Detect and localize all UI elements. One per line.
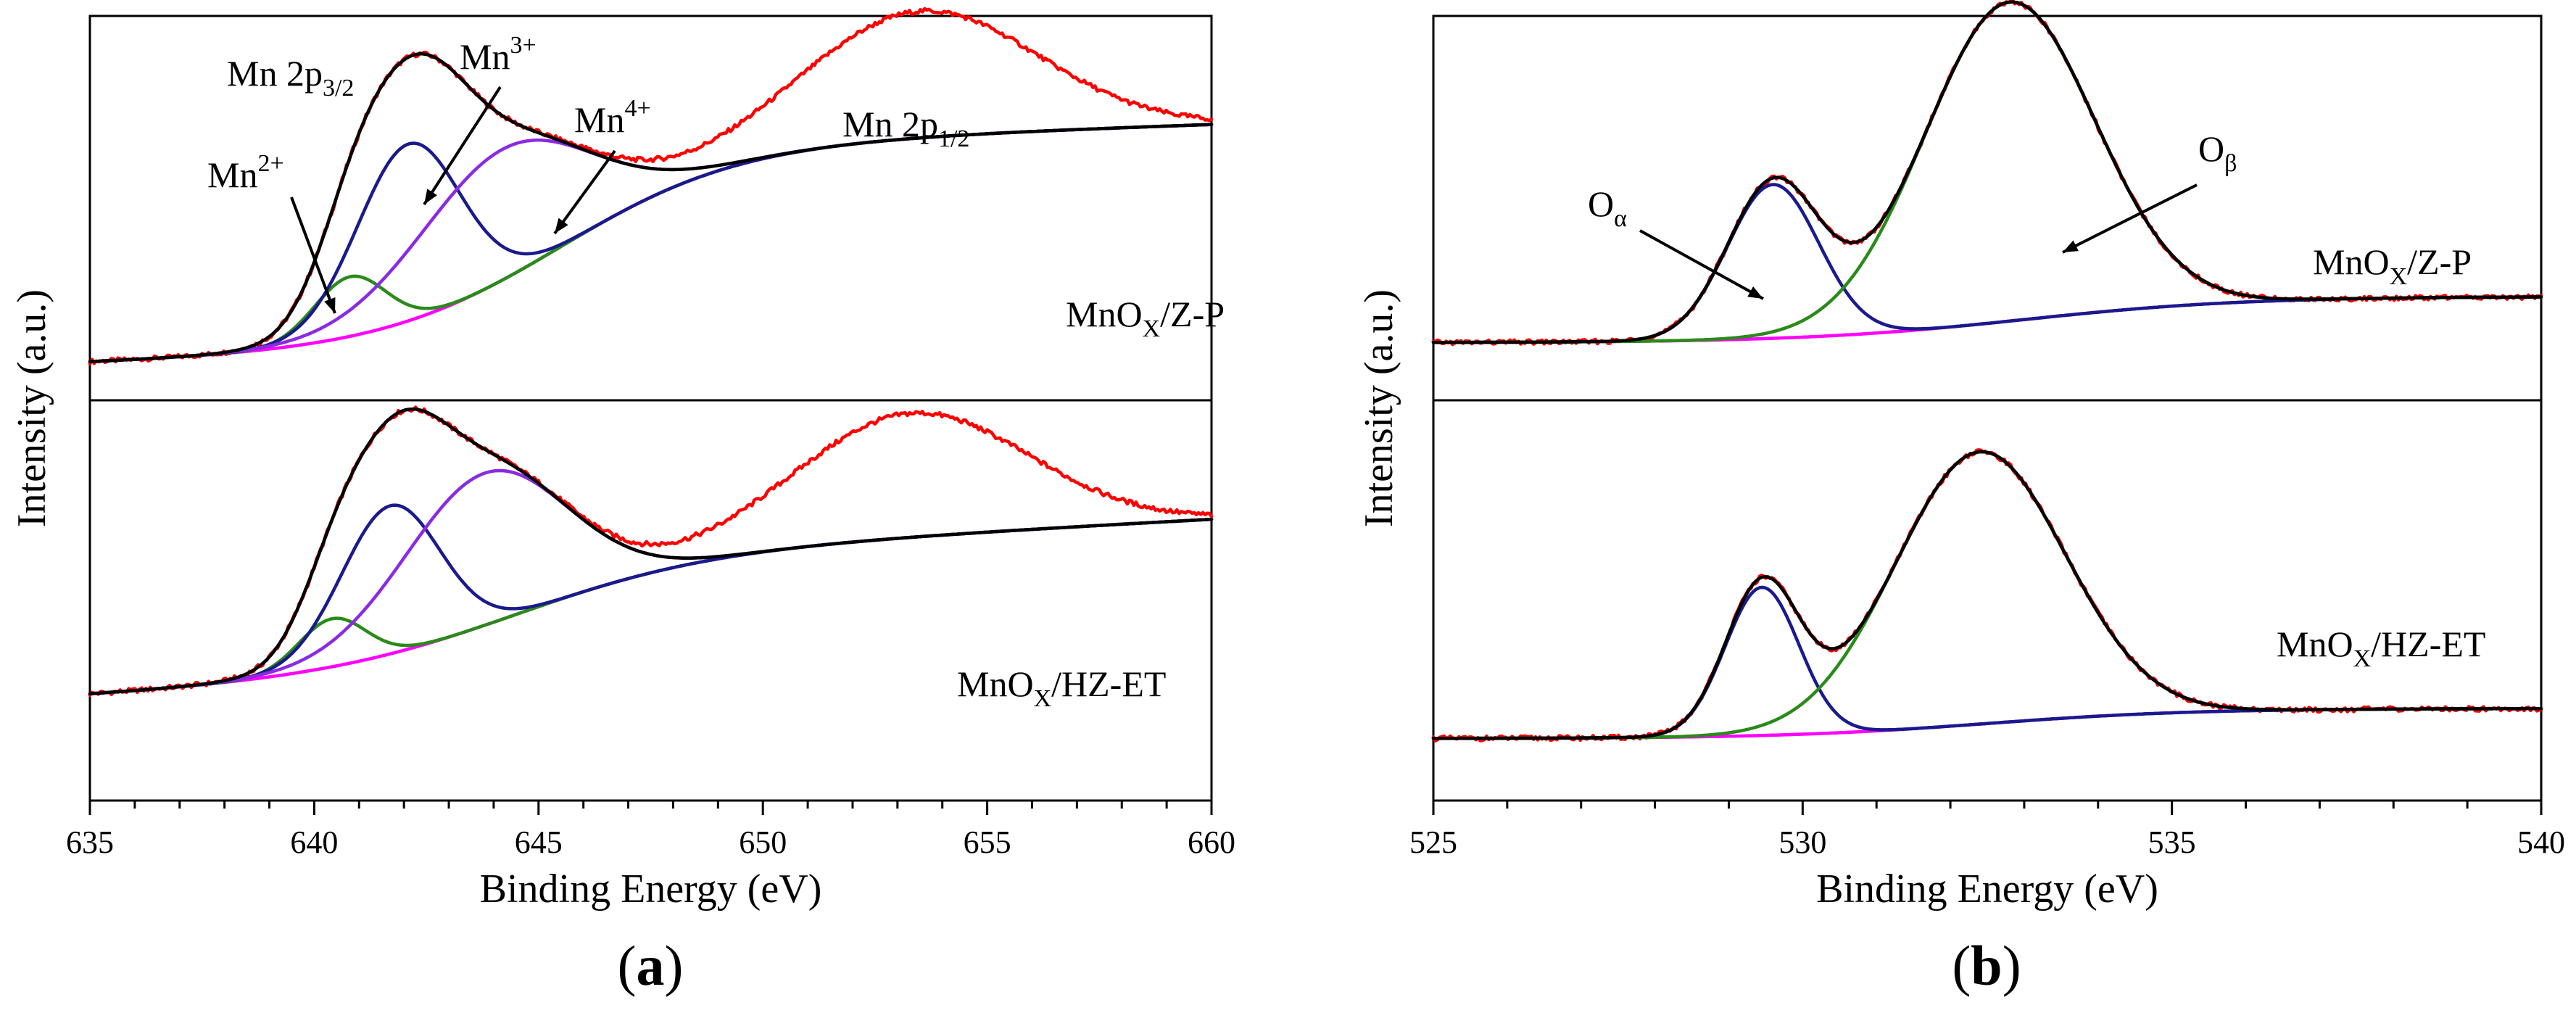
- peak-annotation: Oβ: [2198, 128, 2237, 177]
- subplot-2: MnOX/HZ-ET: [88, 405, 1214, 712]
- fitted-peak-line: [1431, 0, 2543, 344]
- sample-label: MnOX/HZ-ET: [957, 664, 1166, 712]
- x-tick-label: 655: [964, 824, 1011, 860]
- panel-label: (a): [618, 934, 684, 997]
- panel-b: 525 530 535 540 Binding Energy (eV) Intensity…: [1357, 0, 2565, 997]
- y-axis-label: Intensity (a.u.): [1357, 289, 1401, 527]
- x-tick-label: 635: [66, 824, 114, 860]
- annotation-arrowhead: [555, 218, 568, 233]
- peak-annotation: Mn 2p1/2: [842, 104, 969, 152]
- envelope-line: [88, 52, 1214, 363]
- envelope-line: [1431, 0, 2543, 344]
- experimental-line: [1431, 0, 2543, 347]
- sample-label: MnOX/Z-P: [2313, 241, 2472, 290]
- annotation-arrow: [553, 149, 616, 235]
- peak-annotation: Mn 2p3/2: [227, 53, 354, 102]
- experimental-line: [1431, 448, 2543, 743]
- plot-frame: [1432, 15, 2543, 802]
- peak-annotation: Oα: [1588, 183, 1627, 232]
- plot-frame: [88, 15, 1213, 802]
- x-tick-label: 645: [515, 824, 563, 860]
- x-tick-label: 530: [1778, 824, 1826, 860]
- envelope-line: [88, 407, 1214, 695]
- x-tick-label: 540: [2517, 824, 2565, 860]
- x-tick-label: 525: [1409, 824, 1457, 860]
- envelope-line: [1431, 450, 2543, 740]
- x-tick-label: 535: [2148, 824, 2196, 860]
- annotation-arrow: [2062, 183, 2198, 254]
- fitted-peak-line: [88, 468, 1214, 695]
- x-tick-label: 660: [1188, 824, 1235, 860]
- experimental-line: [88, 405, 1214, 698]
- annotation-arrowhead: [1747, 286, 1763, 299]
- x-axis-label: Binding Energy (eV): [480, 867, 822, 912]
- annotation-arrowhead: [2063, 240, 2079, 252]
- x-tick-label: 650: [739, 824, 787, 860]
- background-line: [1431, 295, 2543, 344]
- peak-annotation: Mn2+: [207, 150, 284, 195]
- annotation-arrow: [1639, 229, 1764, 300]
- subplot-2: MnOX/HZ-ET: [1431, 448, 2543, 743]
- sample-label: MnOX/HZ-ET: [2277, 624, 2485, 672]
- subplot-1: MnOX/Z-P: [88, 7, 1225, 366]
- fitted-peak-line: [1431, 450, 2543, 740]
- annotation-arrowhead: [324, 297, 336, 313]
- panel-label: (b): [1952, 934, 2021, 997]
- peak-annotation: Mn4+: [574, 95, 651, 140]
- subplot-1: MnOX/Z-P: [1431, 0, 2543, 347]
- panel-a: 635 640 645 650 655 660 Binding Energy (eV) Int…: [9, 7, 1235, 997]
- sample-label: MnOX/Z-P: [1066, 294, 1225, 342]
- x-axis-label: Binding Energy (eV): [1816, 867, 2158, 912]
- annotation-arrowhead: [424, 189, 437, 204]
- annotation-arrow: [290, 197, 336, 314]
- x-tick-label: 640: [290, 824, 338, 860]
- annotation-arrow: [423, 86, 502, 206]
- y-axis-label: Intensity (a.u.): [9, 289, 54, 527]
- peak-annotation: Mn3+: [460, 32, 537, 77]
